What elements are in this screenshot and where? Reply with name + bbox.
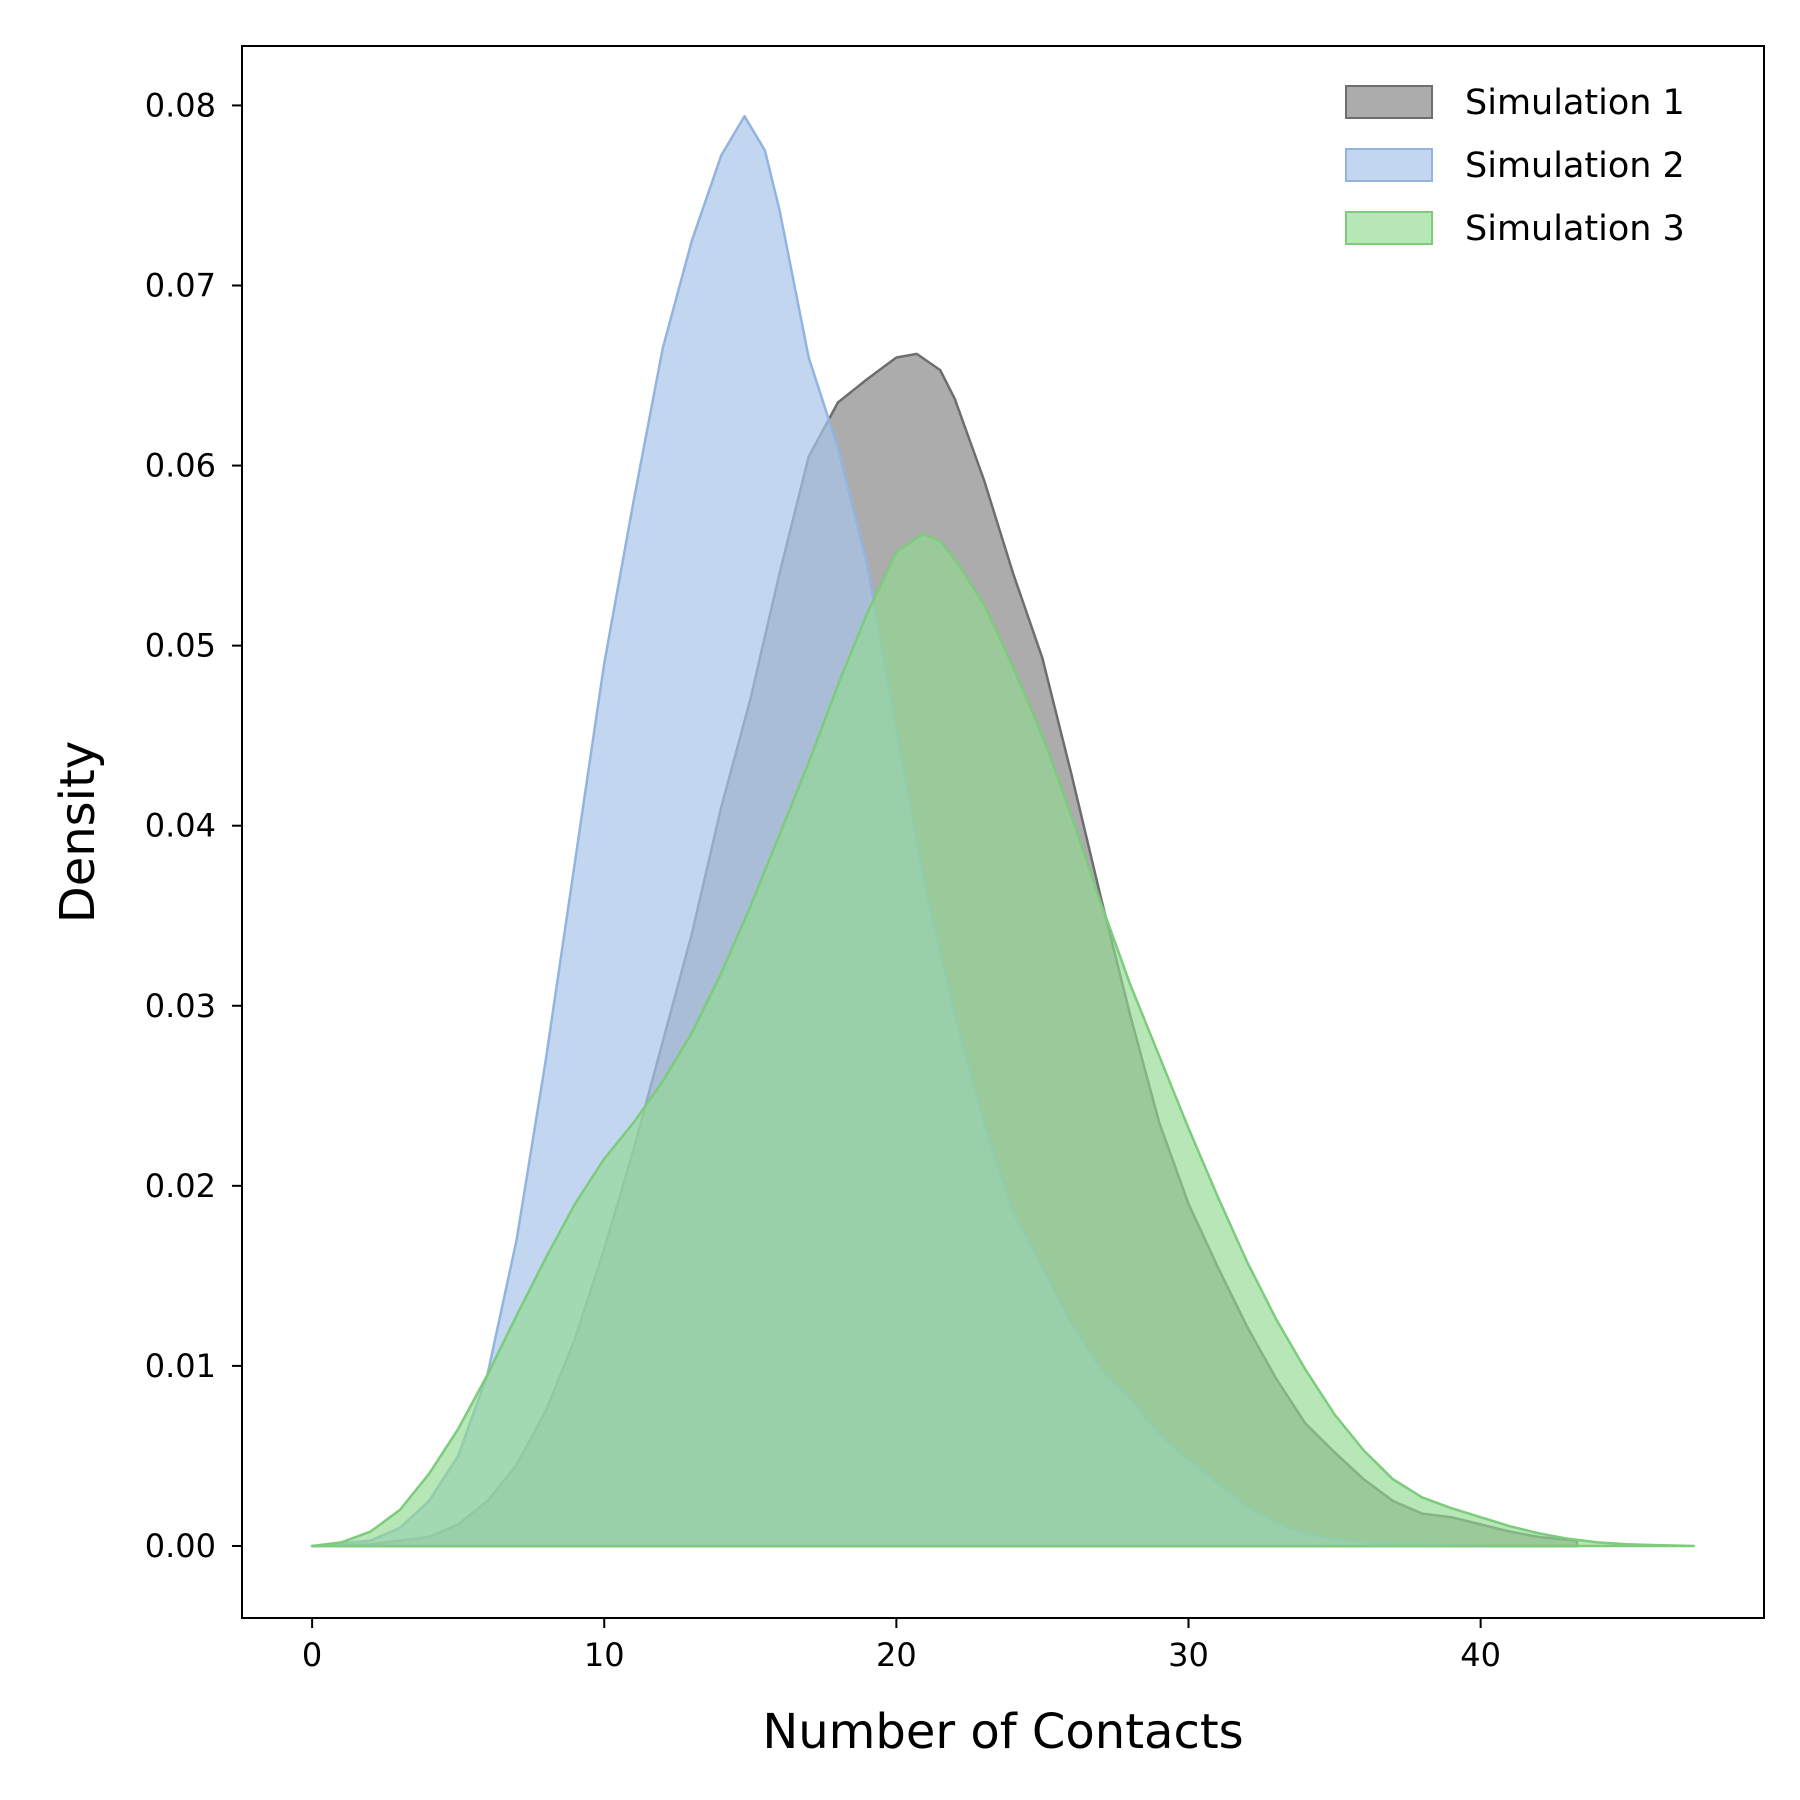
legend-swatch-1 (1345, 85, 1433, 119)
x-tick-label: 40 (1460, 1636, 1501, 1674)
y-tick-label: 0.03 (145, 987, 216, 1025)
y-tick-label: 0.08 (145, 86, 216, 124)
y-tick-label: 0.07 (145, 266, 216, 304)
legend-swatch-3 (1345, 211, 1433, 245)
x-tick-label: 0 (302, 1636, 322, 1674)
y-tick-label: 0.04 (145, 807, 216, 845)
legend-label-3: Simulation 3 (1465, 209, 1685, 249)
legend-label-1: Simulation 1 (1465, 83, 1685, 123)
y-tick-label: 0.00 (145, 1527, 216, 1565)
series-area-3 (310, 532, 1696, 1548)
x-tick-label: 20 (876, 1636, 917, 1674)
x-axis-label: Number of Contacts (762, 1704, 1243, 1760)
x-axis: 0 10 20 30 40 (302, 1618, 1501, 1674)
legend-label-2: Simulation 2 (1465, 146, 1685, 186)
y-tick-label: 0.06 (145, 447, 216, 485)
x-tick-label: 30 (1168, 1636, 1209, 1674)
legend: Simulation 1 Simulation 2 Simulation 3 (1345, 83, 1685, 249)
y-axis-label: Density (50, 741, 106, 923)
series-layer (310, 114, 1696, 1548)
legend-swatch-2 (1345, 148, 1433, 182)
y-tick-label: 0.02 (145, 1167, 216, 1205)
plot-frame (241, 45, 1765, 1619)
y-tick-label: 0.05 (145, 627, 216, 665)
y-axis: 0.00 0.01 0.02 0.03 0.04 0.05 0.06 0.07 0.08 (145, 86, 242, 1565)
y-tick-label: 0.01 (145, 1347, 216, 1385)
x-tick-label: 10 (584, 1636, 625, 1674)
